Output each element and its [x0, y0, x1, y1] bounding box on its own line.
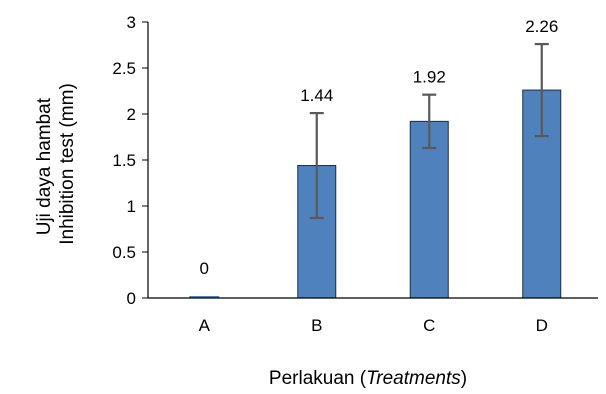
y-axis-title-line-1: Uji daya hambat	[34, 97, 55, 235]
data-label-D: 2.26	[525, 17, 558, 36]
y-axis-title-line-2: Inhibition test (mm)	[57, 83, 78, 245]
x-axis-title-prefix: Perlakuan (	[269, 368, 367, 389]
error-bar-C	[422, 93, 437, 150]
error-bar-D	[534, 42, 549, 138]
error-bar-B	[309, 111, 324, 220]
bar-C	[409, 120, 449, 299]
y-tick-label: 1	[127, 197, 136, 216]
x-tick-label-A: A	[199, 316, 211, 335]
data-label-C: 1.92	[413, 68, 446, 87]
y-tick-label: 2.5	[112, 59, 136, 78]
data-label-B: 1.44	[300, 86, 333, 105]
y-tick-label: 0.5	[112, 243, 136, 262]
x-tick-label-C: C	[423, 316, 435, 335]
x-axis-ticks: A B C D	[199, 316, 548, 335]
data-labels: 0 1.44 1.92 2.26	[200, 17, 559, 278]
y-tick-label: 3	[127, 13, 136, 32]
x-tick-label-D: D	[536, 316, 548, 335]
x-axis-title-italic: Treatments	[366, 368, 461, 389]
x-axis-title: Perlakuan (Treatments)	[269, 368, 467, 389]
y-axis-title: Uji daya hambat Inhibition test (mm)	[34, 83, 78, 245]
y-axis-ticks: 0 0.5 1 1.5 2 2.5 3	[112, 13, 148, 308]
y-tick-label: 0	[127, 289, 136, 308]
x-axis-title-suffix: )	[461, 368, 467, 389]
error-bars	[309, 42, 549, 220]
x-tick-label-B: B	[311, 316, 322, 335]
y-tick-label: 1.5	[112, 151, 136, 170]
y-tick-label: 2	[127, 105, 136, 124]
bars	[189, 89, 562, 299]
data-label-A: 0	[200, 259, 209, 278]
